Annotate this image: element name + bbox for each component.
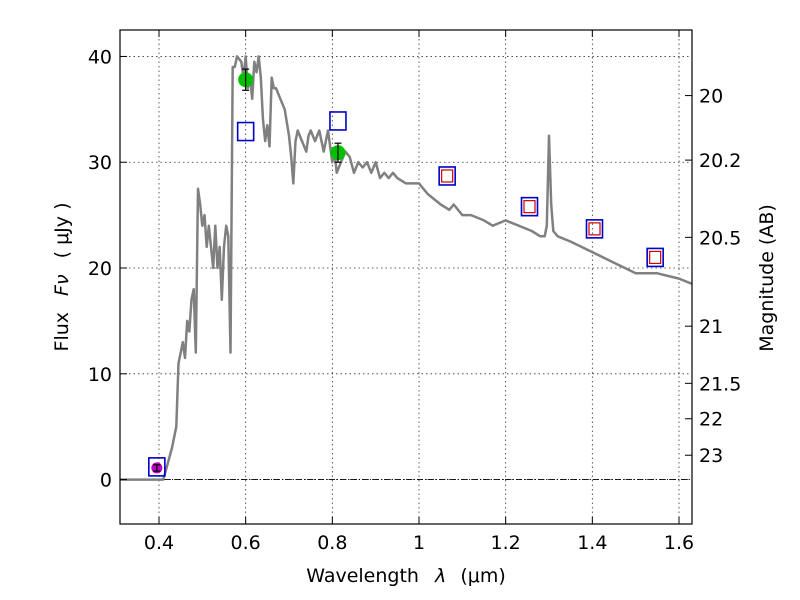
y-axis-label: Flux Fν ( μJy ) <box>51 203 73 352</box>
model-band-square-red <box>649 250 662 265</box>
model-band-square-blue <box>646 247 664 268</box>
y-tick-label: 10 <box>88 364 112 386</box>
x-axis-label-symbol: λ <box>434 565 446 587</box>
y2-axis: 20 20.2 20.5 21 21.5 22 23 <box>685 86 741 467</box>
y2-tick-label: 20.2 <box>699 150 741 172</box>
model-band-square-red <box>523 200 536 214</box>
y-tick-label: 20 <box>88 258 112 280</box>
x-tick-label: 0.8 <box>317 532 347 554</box>
y2-tick-label: 20.5 <box>699 227 741 249</box>
x-tick-label: 0.4 <box>144 532 174 554</box>
sed-model-line <box>120 55 693 481</box>
y2-tick-label: 23 <box>699 445 723 467</box>
y-axis: 0 10 20 30 40 <box>88 46 127 492</box>
x-tick-label: 1.2 <box>491 532 521 554</box>
y2-tick-label: 20 <box>699 86 723 108</box>
model-band-square-blue <box>148 457 166 477</box>
model-band-square-blue <box>438 166 456 186</box>
y-tick-label: 40 <box>88 46 112 68</box>
y2-tick-label: 21 <box>699 316 723 338</box>
plot-frame <box>119 29 693 525</box>
y2-axis-label: Magnitude (AB) <box>756 204 778 352</box>
x-tick-label: 1.4 <box>577 532 607 554</box>
model-band-square-blue <box>520 196 539 217</box>
model-band-square-blue <box>585 219 604 239</box>
y2-tick-label: 22 <box>699 409 723 431</box>
x-tick-label: 1.6 <box>664 532 694 554</box>
x-axis: 0.4 0.6 0.8 1 1.2 1.4 1.6 <box>144 30 694 554</box>
y-axis-label-text: Flux <box>51 312 73 352</box>
y-axis-label-unit: ( μJy ) <box>51 203 73 259</box>
x-axis-label-text: Wavelength <box>306 565 419 587</box>
model-band-square-red <box>588 222 601 236</box>
model-band-square-red <box>441 169 454 183</box>
y-tick-label: 30 <box>88 152 112 174</box>
plot-area <box>120 55 693 481</box>
y2-tick-label: 21.5 <box>699 373 741 395</box>
model-band-square-blue <box>329 111 347 131</box>
x-tick-label: 1 <box>413 532 425 554</box>
x-tick-label: 0.6 <box>231 532 261 554</box>
y-axis-label-symbol: Fν <box>51 274 73 296</box>
x-axis-label-unit: (μm) <box>460 565 505 587</box>
y-tick-label: 0 <box>100 470 112 492</box>
x-axis-label: Wavelength λ (μm) <box>306 565 505 587</box>
model-band-square-blue <box>236 121 255 142</box>
